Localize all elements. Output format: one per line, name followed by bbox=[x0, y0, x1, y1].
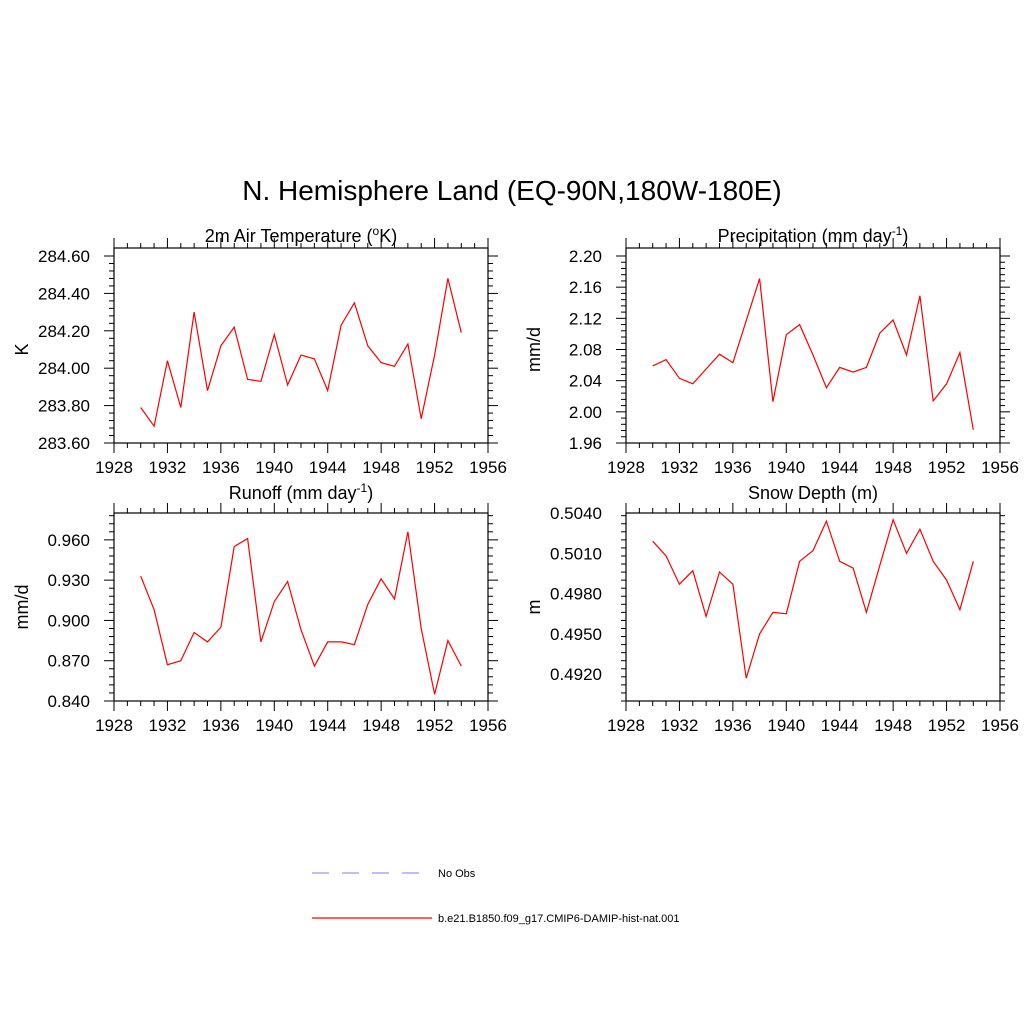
y-tick-label: 0.5010 bbox=[550, 544, 602, 563]
x-tick-label: 1956 bbox=[981, 716, 1019, 735]
y-axis-label: K bbox=[12, 343, 32, 355]
y-tick-label: 0.5040 bbox=[550, 504, 602, 523]
panel-title-superscript: -1 bbox=[892, 224, 903, 238]
panel-title-end: K) bbox=[379, 226, 397, 246]
y-tick-label: 283.60 bbox=[38, 434, 90, 453]
y-tick-label: 2.08 bbox=[569, 341, 602, 360]
y-tick-label: 0.960 bbox=[47, 531, 90, 550]
legend-item: No Obs bbox=[312, 868, 476, 880]
panel-title-text: Runoff (mm day bbox=[229, 483, 357, 503]
legend-item: b.e21.B1850.f09_g17.CMIP6-DAMIP-hist-nat… bbox=[312, 913, 680, 925]
x-tick-label: 1936 bbox=[202, 716, 240, 735]
x-tick-label: 1948 bbox=[874, 716, 912, 735]
y-tick-label: 2.20 bbox=[569, 247, 602, 266]
y-axis-label: m bbox=[524, 600, 544, 615]
y-axis-label: mm/d bbox=[524, 327, 544, 372]
x-tick-label: 1928 bbox=[607, 458, 645, 477]
x-tick-label: 1940 bbox=[255, 458, 293, 477]
panel-title-text: 2m Air Temperature ( bbox=[205, 226, 373, 246]
series-line bbox=[652, 278, 974, 430]
figure-title: N. Hemisphere Land (EQ-90N,180W-180E) bbox=[242, 175, 782, 206]
series-line bbox=[652, 517, 974, 679]
x-tick-label: 1952 bbox=[416, 716, 454, 735]
panel-title-superscript: -1 bbox=[357, 481, 368, 495]
x-tick-label: 1956 bbox=[981, 458, 1019, 477]
x-tick-label: 1928 bbox=[95, 716, 133, 735]
panel-title-text: Precipitation (mm day bbox=[718, 226, 892, 246]
y-tick-label: 2.12 bbox=[569, 309, 602, 328]
x-tick-label: 1932 bbox=[149, 458, 187, 477]
y-tick-label: 0.4980 bbox=[550, 585, 602, 604]
x-tick-label: 1952 bbox=[416, 458, 454, 477]
y-tick-label: 2.16 bbox=[569, 278, 602, 297]
x-tick-label: 1936 bbox=[714, 716, 752, 735]
x-tick-label: 1932 bbox=[661, 458, 699, 477]
y-tick-label: 0.4950 bbox=[550, 625, 602, 644]
y-tick-label: 284.20 bbox=[38, 322, 90, 341]
x-tick-label: 1936 bbox=[202, 458, 240, 477]
y-tick-label: 0.840 bbox=[47, 692, 90, 711]
panel-title: Snow Depth (m) bbox=[748, 483, 878, 503]
x-tick-label: 1948 bbox=[874, 458, 912, 477]
x-tick-label: 1956 bbox=[469, 716, 507, 735]
plot-frame bbox=[113, 512, 489, 702]
x-tick-label: 1940 bbox=[255, 716, 293, 735]
legend: No Obs b.e21.B1850.f09_g17.CMIP6-DAMIP-hi… bbox=[312, 868, 680, 925]
x-tick-label: 1928 bbox=[607, 716, 645, 735]
x-tick-label: 1936 bbox=[714, 458, 752, 477]
x-tick-label: 1932 bbox=[661, 716, 699, 735]
y-tick-label: 0.930 bbox=[47, 571, 90, 590]
panel-title-end: ) bbox=[902, 226, 908, 246]
panel-title: Runoff (mm day-1) bbox=[229, 481, 373, 503]
legend-label: No Obs bbox=[438, 868, 476, 880]
panel-2: Precipitation (mm day-1) mm/d 1928 1932 1936… bbox=[524, 224, 1019, 477]
panel-3: Runoff (mm day-1) mm/d 1928 1932 1936 1940 194… bbox=[12, 481, 507, 735]
panel-1: 2m Air Temperature (oK) K 1928 1932 1936 1940… bbox=[12, 224, 507, 477]
plot-frame bbox=[625, 512, 1001, 702]
y-tick-label: 2.00 bbox=[569, 403, 602, 422]
panel-title-text: Snow Depth (m) bbox=[748, 483, 878, 503]
x-tick-label: 1940 bbox=[767, 716, 805, 735]
x-tick-label: 1944 bbox=[821, 716, 859, 735]
x-tick-label: 1944 bbox=[309, 716, 347, 735]
y-axis-label: mm/d bbox=[12, 585, 32, 630]
x-tick-label: 1956 bbox=[469, 458, 507, 477]
x-tick-label: 1948 bbox=[362, 716, 400, 735]
y-tick-label: 283.80 bbox=[38, 397, 90, 416]
y-tick-label: 2.04 bbox=[569, 372, 602, 391]
y-tick-label: 0.4920 bbox=[550, 665, 602, 684]
panel-title-end: ) bbox=[367, 483, 373, 503]
x-tick-label: 1952 bbox=[928, 716, 966, 735]
x-tick-label: 1928 bbox=[95, 458, 133, 477]
x-tick-label: 1944 bbox=[309, 458, 347, 477]
y-tick-label: 284.00 bbox=[38, 359, 90, 378]
panel-title: 2m Air Temperature (oK) bbox=[205, 224, 397, 246]
series-line bbox=[140, 531, 462, 695]
y-tick-label: 0.900 bbox=[47, 611, 90, 630]
y-tick-label: 284.40 bbox=[38, 284, 90, 303]
x-tick-label: 1948 bbox=[362, 458, 400, 477]
plot-frame bbox=[625, 247, 1001, 444]
x-tick-label: 1944 bbox=[821, 458, 859, 477]
plot-frame bbox=[113, 247, 489, 444]
y-tick-label: 0.870 bbox=[47, 652, 90, 671]
y-tick-label: 1.96 bbox=[569, 434, 602, 453]
y-tick-label: 284.60 bbox=[38, 247, 90, 266]
series-line bbox=[140, 278, 462, 428]
x-tick-label: 1932 bbox=[149, 716, 187, 735]
x-tick-label: 1940 bbox=[767, 458, 805, 477]
panel-4: Snow Depth (m) m 1928 1932 1936 1940 1944 1948 1… bbox=[524, 483, 1019, 735]
x-tick-label: 1952 bbox=[928, 458, 966, 477]
legend-label: b.e21.B1850.f09_g17.CMIP6-DAMIP-hist-nat… bbox=[438, 913, 680, 925]
panel-title-superscript: o bbox=[373, 224, 380, 238]
panel-title: Precipitation (mm day-1) bbox=[718, 224, 909, 246]
panels: 2m Air Temperature (oK) K 1928 1932 1936 1940… bbox=[12, 224, 1019, 735]
